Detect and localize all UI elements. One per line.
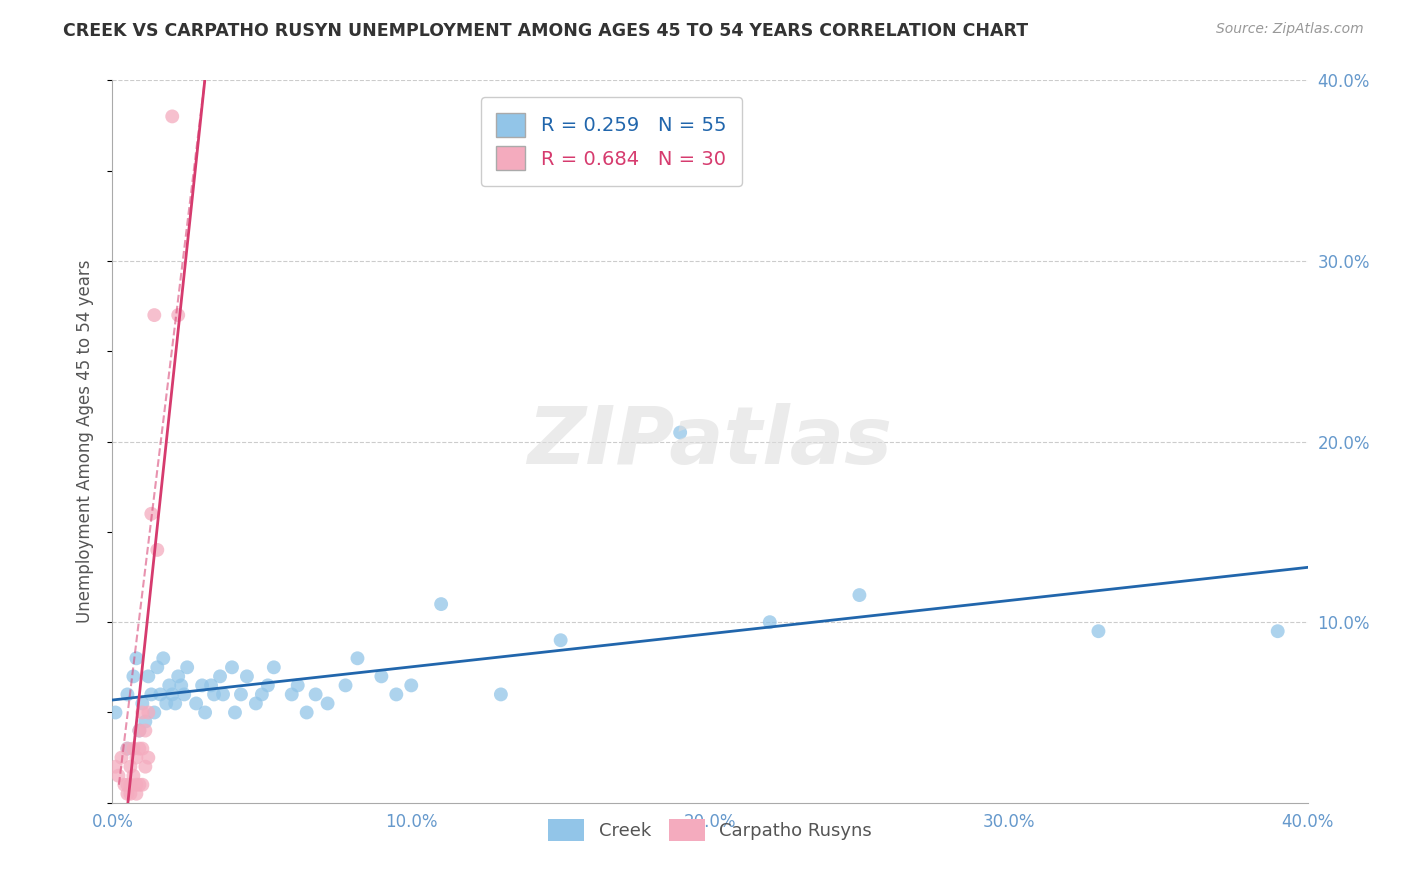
- Point: [316, 697, 339, 711]
- Point: [848, 588, 870, 602]
- Point: [165, 697, 187, 711]
- Point: [173, 687, 195, 701]
- Point: [117, 741, 139, 756]
- Point: [120, 760, 142, 774]
- Point: [110, 750, 132, 764]
- Point: [131, 697, 153, 711]
- Point: [295, 706, 318, 720]
- Text: ZIPatlas: ZIPatlas: [527, 402, 893, 481]
- Legend: Creek, Carpatho Rusyns: Creek, Carpatho Rusyns: [541, 812, 879, 848]
- Point: [131, 706, 153, 720]
- Point: [335, 678, 357, 692]
- Point: [122, 669, 145, 683]
- Point: [131, 741, 153, 756]
- Point: [759, 615, 782, 630]
- Point: [125, 787, 148, 801]
- Point: [141, 687, 163, 701]
- Point: [1267, 624, 1289, 639]
- Point: [149, 687, 172, 701]
- Point: [245, 697, 267, 711]
- Point: [257, 678, 280, 692]
- Point: [117, 787, 139, 801]
- Point: [167, 669, 190, 683]
- Point: [138, 706, 160, 720]
- Point: [120, 778, 142, 792]
- Point: [1087, 624, 1109, 639]
- Point: [128, 741, 150, 756]
- Point: [143, 706, 166, 720]
- Point: [134, 723, 156, 738]
- Point: [200, 678, 222, 692]
- Point: [194, 706, 217, 720]
- Point: [134, 760, 156, 774]
- Text: CREEK VS CARPATHO RUSYN UNEMPLOYMENT AMONG AGES 45 TO 54 YEARS CORRELATION CHART: CREEK VS CARPATHO RUSYN UNEMPLOYMENT AMO…: [63, 22, 1028, 40]
- Point: [209, 669, 232, 683]
- Point: [120, 787, 142, 801]
- Point: [138, 669, 160, 683]
- Point: [430, 597, 453, 611]
- Point: [224, 706, 246, 720]
- Point: [125, 750, 148, 764]
- Point: [143, 308, 166, 322]
- Point: [229, 687, 252, 701]
- Text: Source: ZipAtlas.com: Source: ZipAtlas.com: [1216, 22, 1364, 37]
- Point: [162, 109, 183, 123]
- Point: [250, 687, 273, 701]
- Point: [155, 697, 177, 711]
- Point: [138, 750, 160, 764]
- Point: [122, 769, 145, 783]
- Point: [162, 687, 183, 701]
- Point: [125, 651, 148, 665]
- Point: [550, 633, 572, 648]
- Point: [212, 687, 235, 701]
- Point: [146, 542, 169, 557]
- Point: [128, 778, 150, 792]
- Point: [281, 687, 304, 701]
- Point: [385, 687, 408, 701]
- Point: [107, 769, 129, 783]
- Point: [122, 741, 145, 756]
- Point: [125, 778, 148, 792]
- Point: [167, 308, 190, 322]
- Point: [131, 778, 153, 792]
- Point: [305, 687, 328, 701]
- Point: [157, 678, 180, 692]
- Point: [236, 669, 259, 683]
- Point: [346, 651, 368, 665]
- Y-axis label: Unemployment Among Ages 45 to 54 years: Unemployment Among Ages 45 to 54 years: [76, 260, 94, 624]
- Point: [186, 697, 208, 711]
- Point: [134, 714, 156, 729]
- Point: [114, 778, 135, 792]
- Point: [489, 687, 512, 701]
- Point: [191, 678, 214, 692]
- Point: [221, 660, 243, 674]
- Point: [117, 687, 139, 701]
- Point: [202, 687, 225, 701]
- Point: [370, 669, 392, 683]
- Point: [152, 651, 174, 665]
- Point: [104, 706, 127, 720]
- Point: [141, 507, 163, 521]
- Point: [176, 660, 198, 674]
- Point: [104, 760, 127, 774]
- Point: [117, 741, 139, 756]
- Point: [287, 678, 309, 692]
- Point: [401, 678, 423, 692]
- Point: [146, 660, 169, 674]
- Point: [117, 778, 139, 792]
- Point: [263, 660, 285, 674]
- Point: [128, 723, 150, 738]
- Point: [669, 425, 692, 440]
- Point: [170, 678, 193, 692]
- Point: [128, 723, 150, 738]
